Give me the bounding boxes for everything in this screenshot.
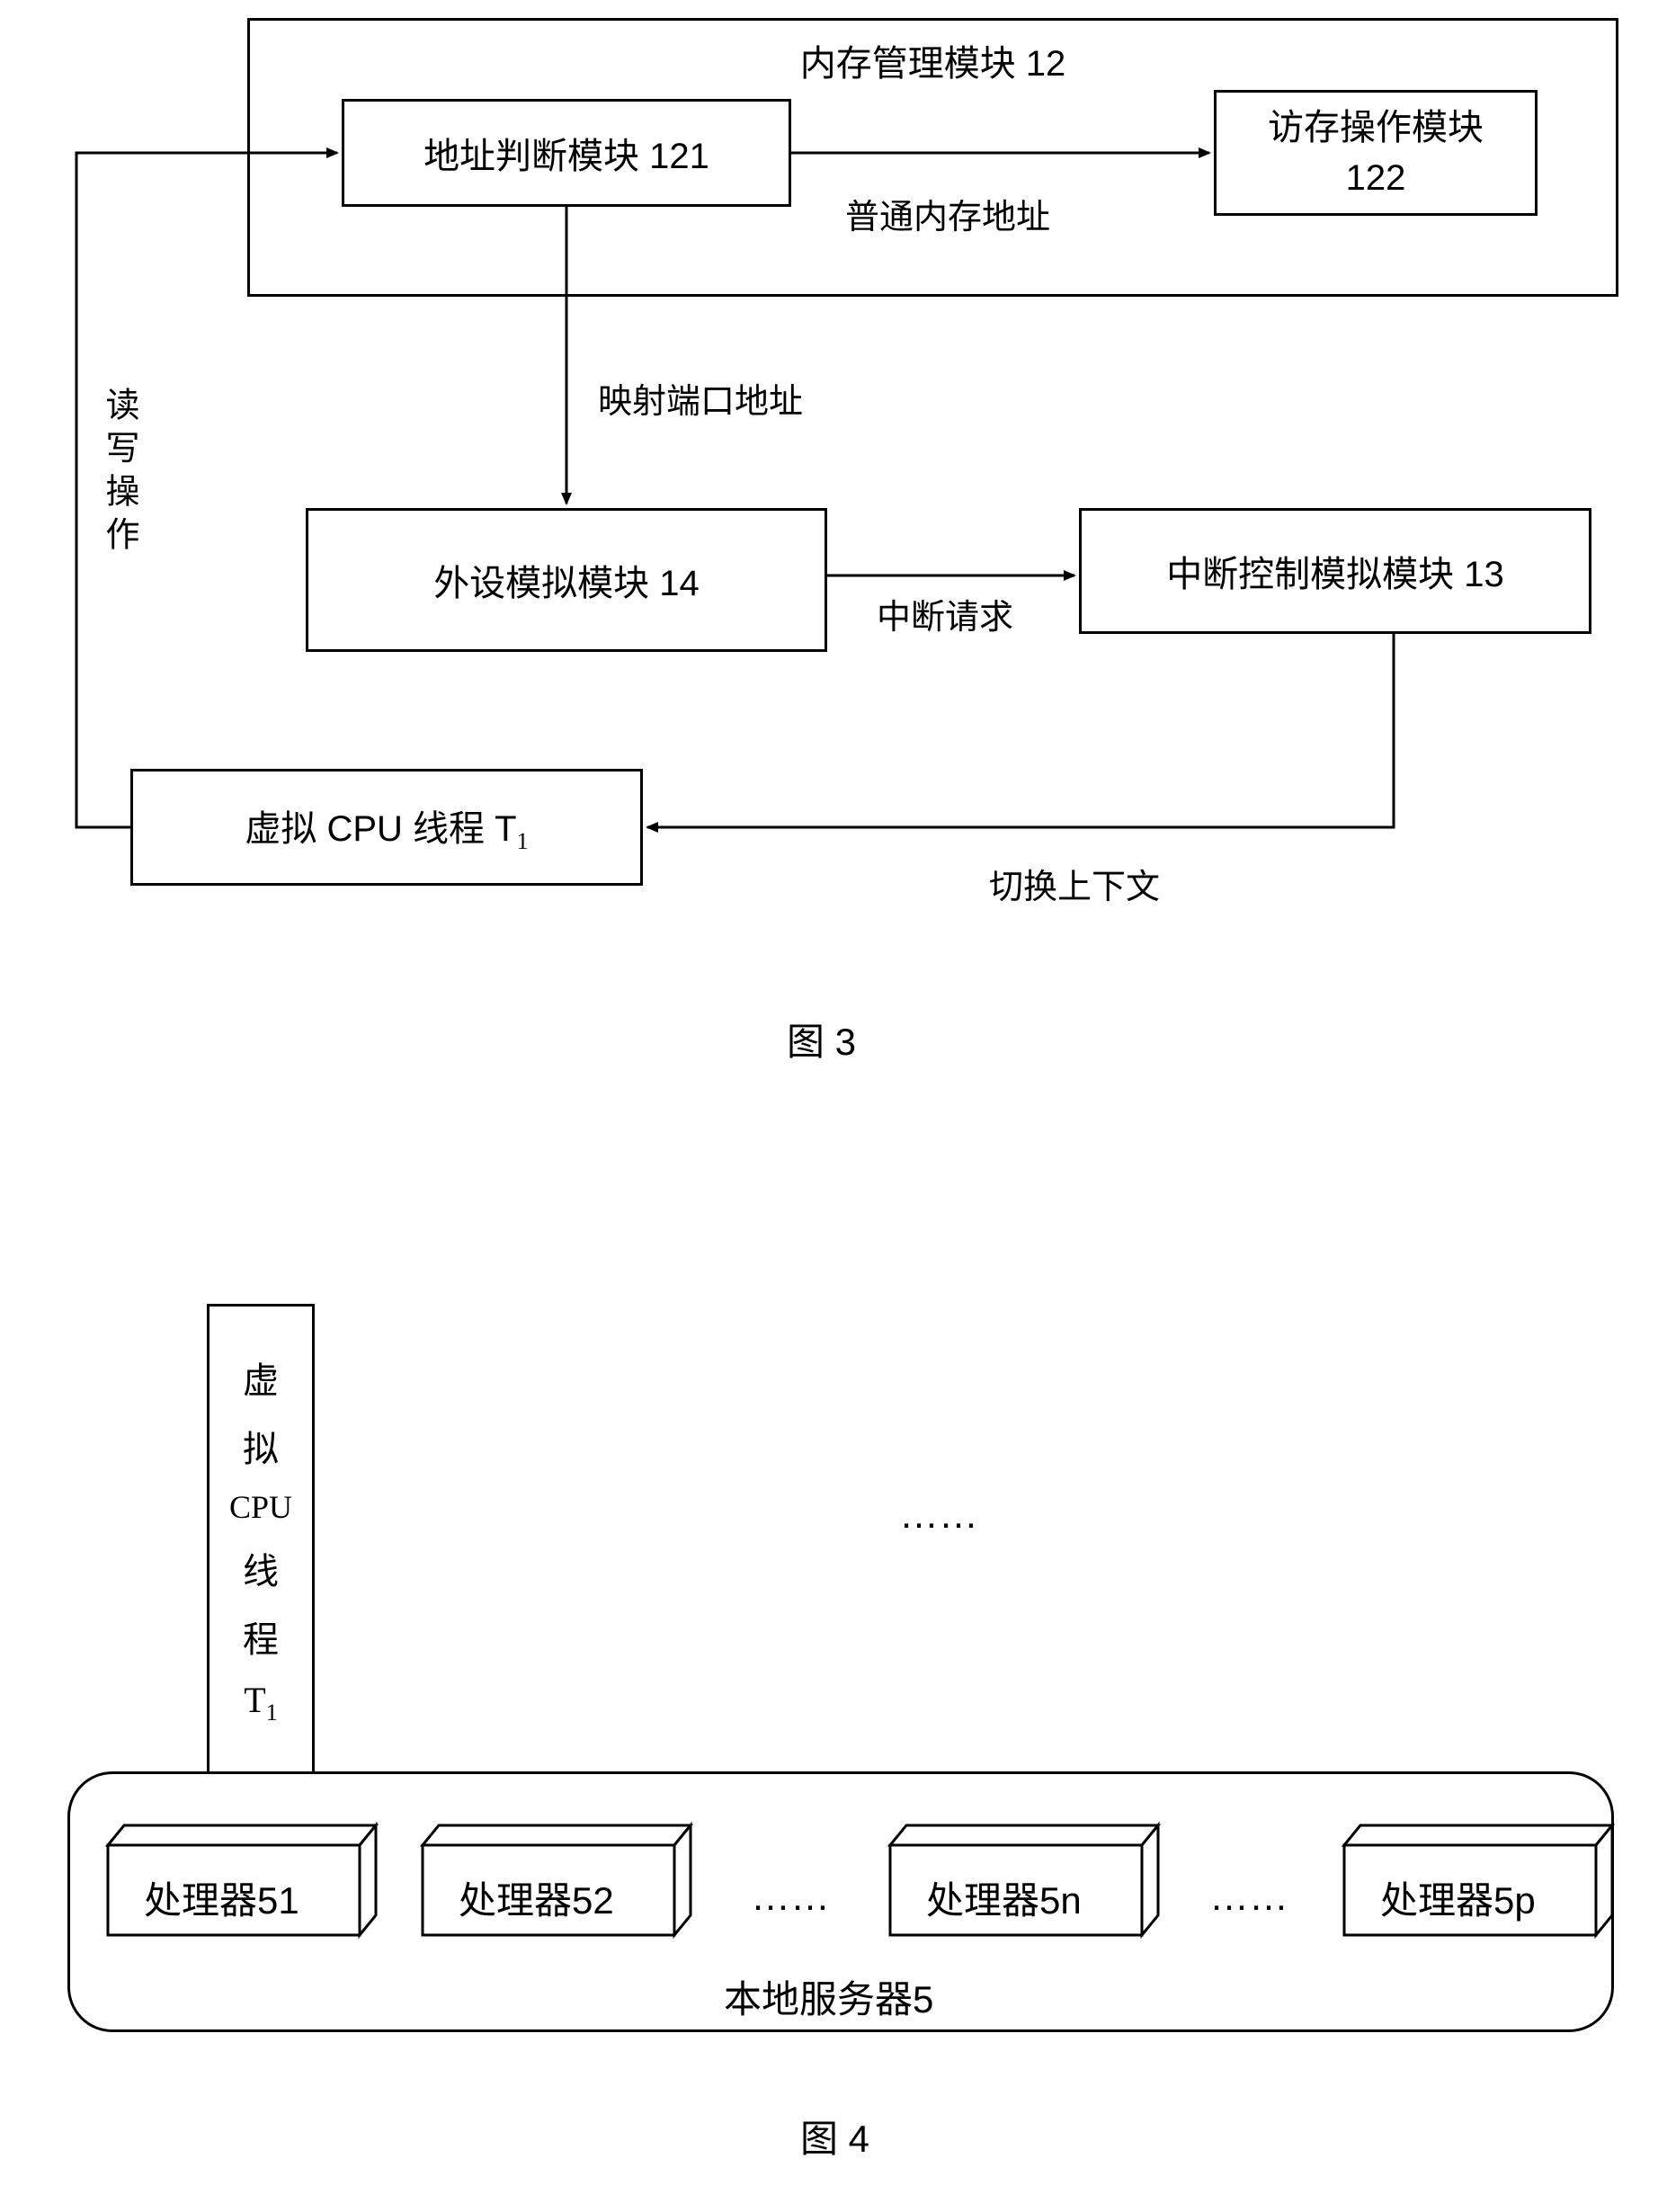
server-label: 本地服务器5 — [724, 1969, 933, 2024]
proc1-label: 处理器51 — [144, 1870, 299, 1925]
fig4-caption: 图 4 — [800, 2109, 869, 2163]
procp-label: 处理器5p — [1380, 1870, 1536, 1925]
dots-1: …… — [751, 1875, 830, 1920]
proc2-label: 处理器52 — [459, 1870, 614, 1925]
procn-label: 处理器5n — [926, 1870, 1082, 1925]
dots-2: …… — [1209, 1875, 1288, 1920]
